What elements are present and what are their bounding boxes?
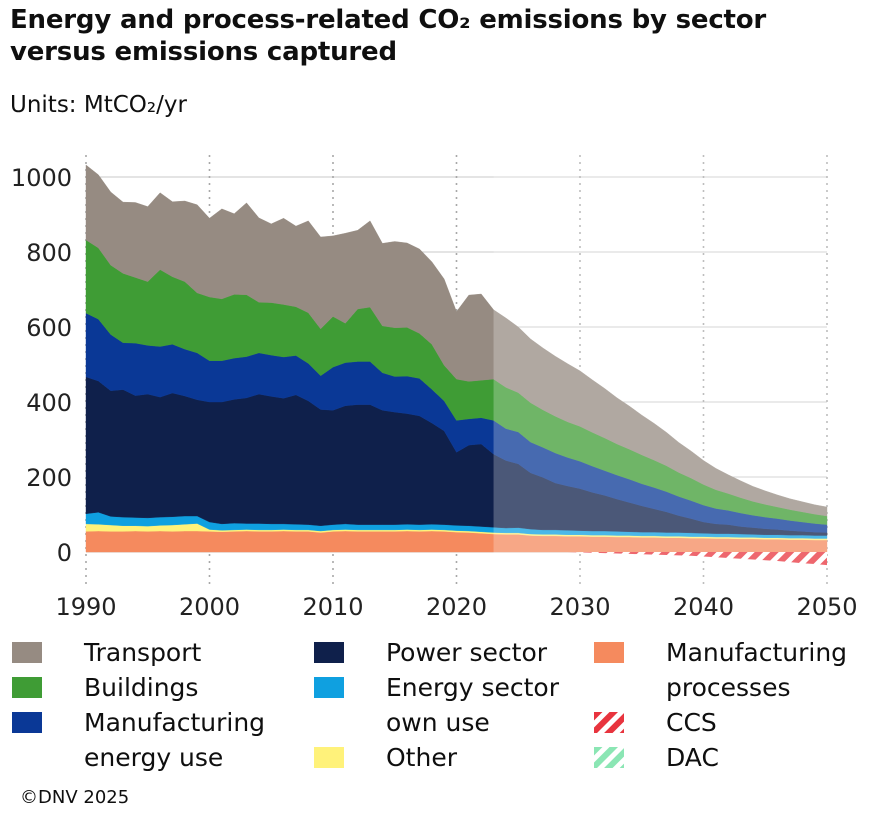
area-transport [85, 164, 828, 517]
legend-label-other: Other [386, 743, 457, 772]
x-tick-label-2050: 2050 [796, 593, 857, 621]
legend-swatch-manufacturing-energy-use [12, 712, 42, 733]
stacked-areas [85, 164, 828, 566]
y-tick-label-400: 400 [26, 389, 72, 417]
legend-swatch-ccs [594, 712, 624, 733]
forecast-overlay [493, 137, 831, 602]
x-tick-label-1990: 1990 [55, 593, 116, 621]
legend-label-manufacturing-processes-2: processes [666, 673, 791, 702]
y-tick-label-800: 800 [26, 239, 72, 267]
legend-swatch-buildings [12, 677, 42, 698]
forecast-shade [493, 137, 831, 602]
area-ccs [86, 552, 827, 566]
legend-label-buildings: Buildings [84, 673, 199, 702]
emissions-area-chart: 0 200 400 600 800 1000 1990 2000 2010 2020 2030 204… [10, 137, 858, 621]
y-tick-label-1000: 1000 [11, 164, 72, 192]
legend-label-transport: Transport [84, 638, 202, 667]
legend-label-dac: DAC [666, 743, 719, 772]
legend-label-manufacturing-processes-1: Manufacturing [666, 638, 848, 667]
legend-swatch-transport [12, 642, 42, 663]
x-tick-label-2010: 2010 [302, 593, 363, 621]
legend-swatch-dac [594, 747, 624, 768]
y-tick-label-200: 200 [26, 464, 72, 492]
legend: Transport Buildings Manufacturing energy… [0, 632, 872, 782]
legend-swatch-manufacturing-processes [594, 642, 624, 663]
y-tick-label-600: 600 [26, 314, 72, 342]
legend-label-manufacturing-energy-use-2: energy use [84, 743, 224, 772]
x-tick-label-2000: 2000 [179, 593, 240, 621]
legend-label-manufacturing-energy-use-1: Manufacturing [84, 708, 266, 737]
legend-swatch-other [314, 747, 344, 768]
axis-ticks: 0 200 400 600 800 1000 1990 2000 2010 2020 2030 204… [11, 164, 858, 621]
x-tick-label-2020: 2020 [426, 593, 487, 621]
legend-swatch-energy-sector-own-use [314, 677, 344, 698]
legend-label-ccs: CCS [666, 708, 717, 737]
legend-label-power-sector: Power sector [386, 638, 548, 667]
legend-label-energy-sector-own-use-1: Energy sector [386, 673, 559, 702]
legend-label-energy-sector-own-use-2: own use [386, 708, 490, 737]
legend-swatch-power-sector [314, 642, 344, 663]
units-label: Units: MtCO₂/yr [10, 92, 187, 118]
y-tick-label-0: 0 [57, 539, 72, 567]
x-tick-label-2030: 2030 [549, 593, 610, 621]
chart-title: Energy and process-related CO₂ emissions… [10, 5, 767, 67]
copyright: ©DNV 2025 [20, 787, 130, 808]
x-tick-label-2040: 2040 [673, 593, 734, 621]
